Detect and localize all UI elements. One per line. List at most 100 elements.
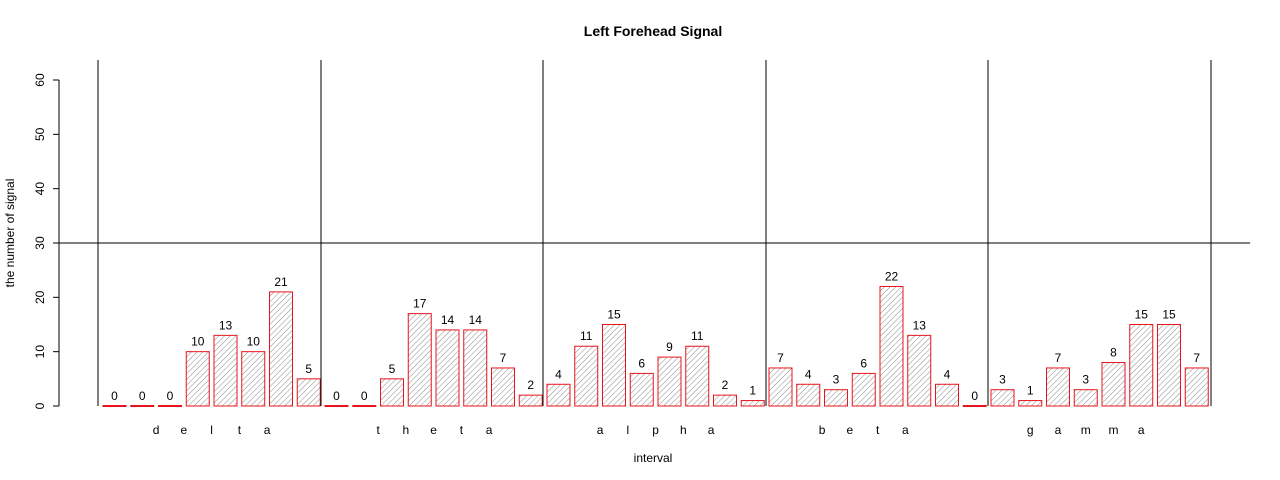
bar [907,334,932,407]
group-letter: l [210,423,213,437]
group-letter: t [876,423,880,437]
group-letter: m [1109,423,1119,437]
group-letter: a [264,423,271,437]
bar [768,367,793,407]
bar [435,329,460,407]
bar-value-label: 0 [167,389,174,403]
bar-value-label: 5 [389,362,396,376]
bar [463,329,488,407]
bar [1018,400,1043,407]
group-letter: a [1138,423,1145,437]
bar [241,351,266,407]
bar [1073,389,1098,407]
bar [713,394,737,407]
bar [740,400,765,407]
bar-value-label: 1 [749,384,756,398]
bar-value-label: 9 [666,340,673,354]
chart-title: Left Forehead Signal [584,23,722,39]
bar-value-label: 4 [944,367,951,381]
bar [1184,367,1209,407]
bar [851,372,876,407]
bar-value-label: 15 [1162,308,1176,322]
group-letter: a [486,423,493,437]
bar [491,367,515,407]
group-letter: b [819,423,826,437]
group-letter: a [1055,423,1062,437]
bar-value-label: 3 [999,373,1006,387]
bar [824,389,848,407]
bar [1046,367,1070,407]
bar-value-label: 1 [1027,384,1034,398]
bar-value-label: 3 [833,373,840,387]
bar-value-label: 21 [274,275,288,289]
bar [685,345,710,407]
bar-value-label: 4 [805,367,812,381]
bar-value-label: 5 [305,362,312,376]
bar-value-label: 0 [971,389,978,403]
bar-value-label: 2 [722,378,729,392]
bar-value-label: 0 [361,389,368,403]
bar-value-label: 0 [139,389,146,403]
bar-value-label: 7 [1055,351,1062,365]
bar [407,313,432,407]
group-separators [97,60,1212,406]
y-tick-label: 10 [33,345,47,359]
bar [1129,324,1154,407]
bar-value-label: 14 [469,313,483,327]
bar [352,405,377,407]
bar [796,383,821,407]
bar [602,324,626,407]
x-axis-label: interval [634,451,673,465]
bar [324,405,349,407]
y-tick-label: 50 [33,127,47,141]
group-letter: t [376,423,380,437]
group-letter: h [680,423,687,437]
bar-value-label: 6 [638,356,645,370]
bar [546,383,571,407]
y-tick-label: 30 [33,236,47,250]
bar [879,285,904,407]
bar-value-label: 2 [527,378,534,392]
group-letter: t [460,423,464,437]
bar [962,405,987,407]
y-axis-label: the number of signal [3,179,17,288]
y-tick-label: 40 [33,182,47,196]
group-letter: a [708,423,715,437]
bar-value-label: 17 [413,297,427,311]
y-axis: 0 10 20 30 40 50 60 [33,73,60,409]
group-letter: t [238,423,242,437]
bar [990,389,1015,407]
bar-value-label: 7 [1193,351,1200,365]
bar [1157,324,1181,407]
group-letter: l [627,423,630,437]
group-letter: e [847,423,854,437]
group-letter: g [1027,423,1034,437]
group-letter: h [403,423,410,437]
bar-value-label: 3 [1082,373,1089,387]
group-letter: d [153,423,160,437]
group-letter: e [181,423,188,437]
group-letter: e [430,423,437,437]
bar [130,405,155,407]
bar-value-label: 4 [555,367,562,381]
group-letter: a [902,423,909,437]
bar-value-label: 11 [691,329,704,343]
bar [213,334,238,407]
y-tick-label: 0 [33,402,47,409]
bar [629,372,654,407]
bar [574,345,599,407]
bar-value-label: 0 [111,389,118,403]
group-letter: p [652,423,659,437]
bar-value-label: 13 [913,318,927,332]
bar-value-label: 6 [860,356,867,370]
bar-value-label: 0 [333,389,340,403]
bar-value-label: 11 [580,329,593,343]
y-tick-label: 60 [33,73,47,87]
group-letter: a [597,423,604,437]
bar [296,378,321,407]
bar [269,291,293,407]
bar [185,351,210,407]
